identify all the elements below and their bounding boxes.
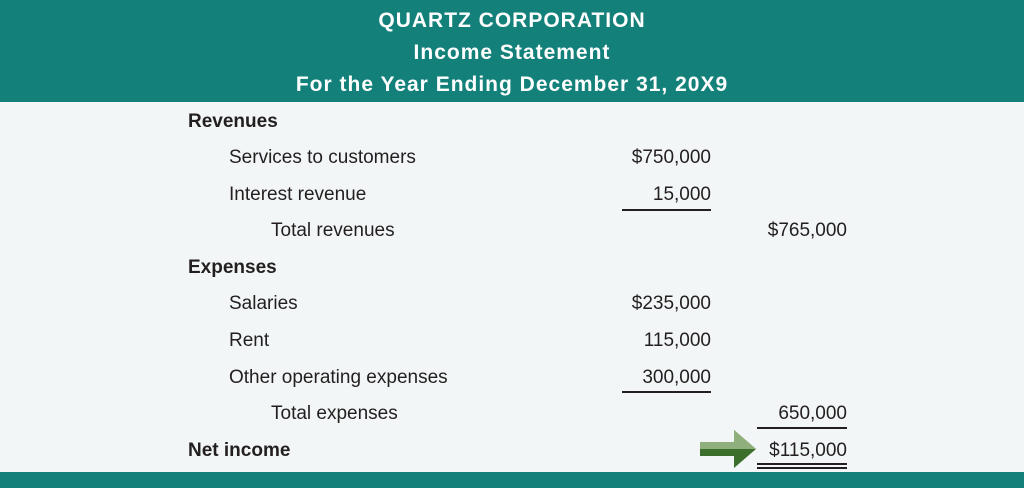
- net-income-row: Net income $115,000: [0, 433, 1024, 469]
- net-income-amount: $115,000: [769, 440, 847, 461]
- company-name: QUARTZ CORPORATION: [378, 9, 646, 32]
- total-expenses-amount: 650,000: [778, 403, 847, 424]
- revenue-row-services: Services to customers $750,000: [0, 140, 1024, 176]
- expense-amount: $235,000: [631, 293, 711, 314]
- arrow-right-icon: [700, 430, 756, 468]
- revenue-amount: 15,000: [652, 184, 711, 205]
- statement-footer-bar: [0, 472, 1024, 488]
- total-expenses-rule: [757, 427, 847, 429]
- expenses-heading-row: Expenses: [0, 250, 1024, 286]
- expense-label: Other operating expenses: [229, 367, 448, 388]
- total-revenues-row: Total revenues $765,000: [0, 213, 1024, 249]
- expense-label: Salaries: [229, 293, 298, 314]
- revenues-heading-row: Revenues: [0, 104, 1024, 140]
- total-revenues-amount: $765,000: [767, 220, 847, 241]
- revenue-label: Services to customers: [229, 147, 416, 168]
- revenues-heading: Revenues: [188, 111, 278, 132]
- expenses-heading: Expenses: [188, 257, 277, 278]
- expense-label: Rent: [229, 330, 270, 351]
- expense-amount: 300,000: [642, 367, 711, 388]
- net-income-double-rule-top: [757, 463, 847, 465]
- expense-row-other: Other operating expenses 300,000: [0, 360, 1024, 396]
- statement-header: QUARTZ CORPORATION Income Statement For …: [0, 0, 1024, 102]
- expense-amount: 115,000: [643, 330, 711, 351]
- revenue-row-interest: Interest revenue 15,000: [0, 177, 1024, 213]
- total-expenses-row: Total expenses 650,000: [0, 396, 1024, 432]
- revenue-label: Interest revenue: [229, 184, 367, 205]
- statement-period: For the Year Ending December 31, 20X9: [295, 73, 729, 96]
- total-expenses-label: Total expenses: [271, 403, 398, 424]
- expense-row-salaries: Salaries $235,000: [0, 286, 1024, 322]
- net-income-label: Net income: [188, 440, 291, 461]
- total-revenues-label: Total revenues: [271, 220, 395, 241]
- expense-subtotal-rule: [622, 391, 711, 393]
- net-income-double-rule-bottom: [757, 467, 847, 469]
- revenue-amount: $750,000: [631, 147, 711, 168]
- revenue-subtotal-rule: [622, 209, 711, 211]
- statement-title: Income Statement: [413, 41, 611, 64]
- expense-row-rent: Rent 115,000: [0, 323, 1024, 359]
